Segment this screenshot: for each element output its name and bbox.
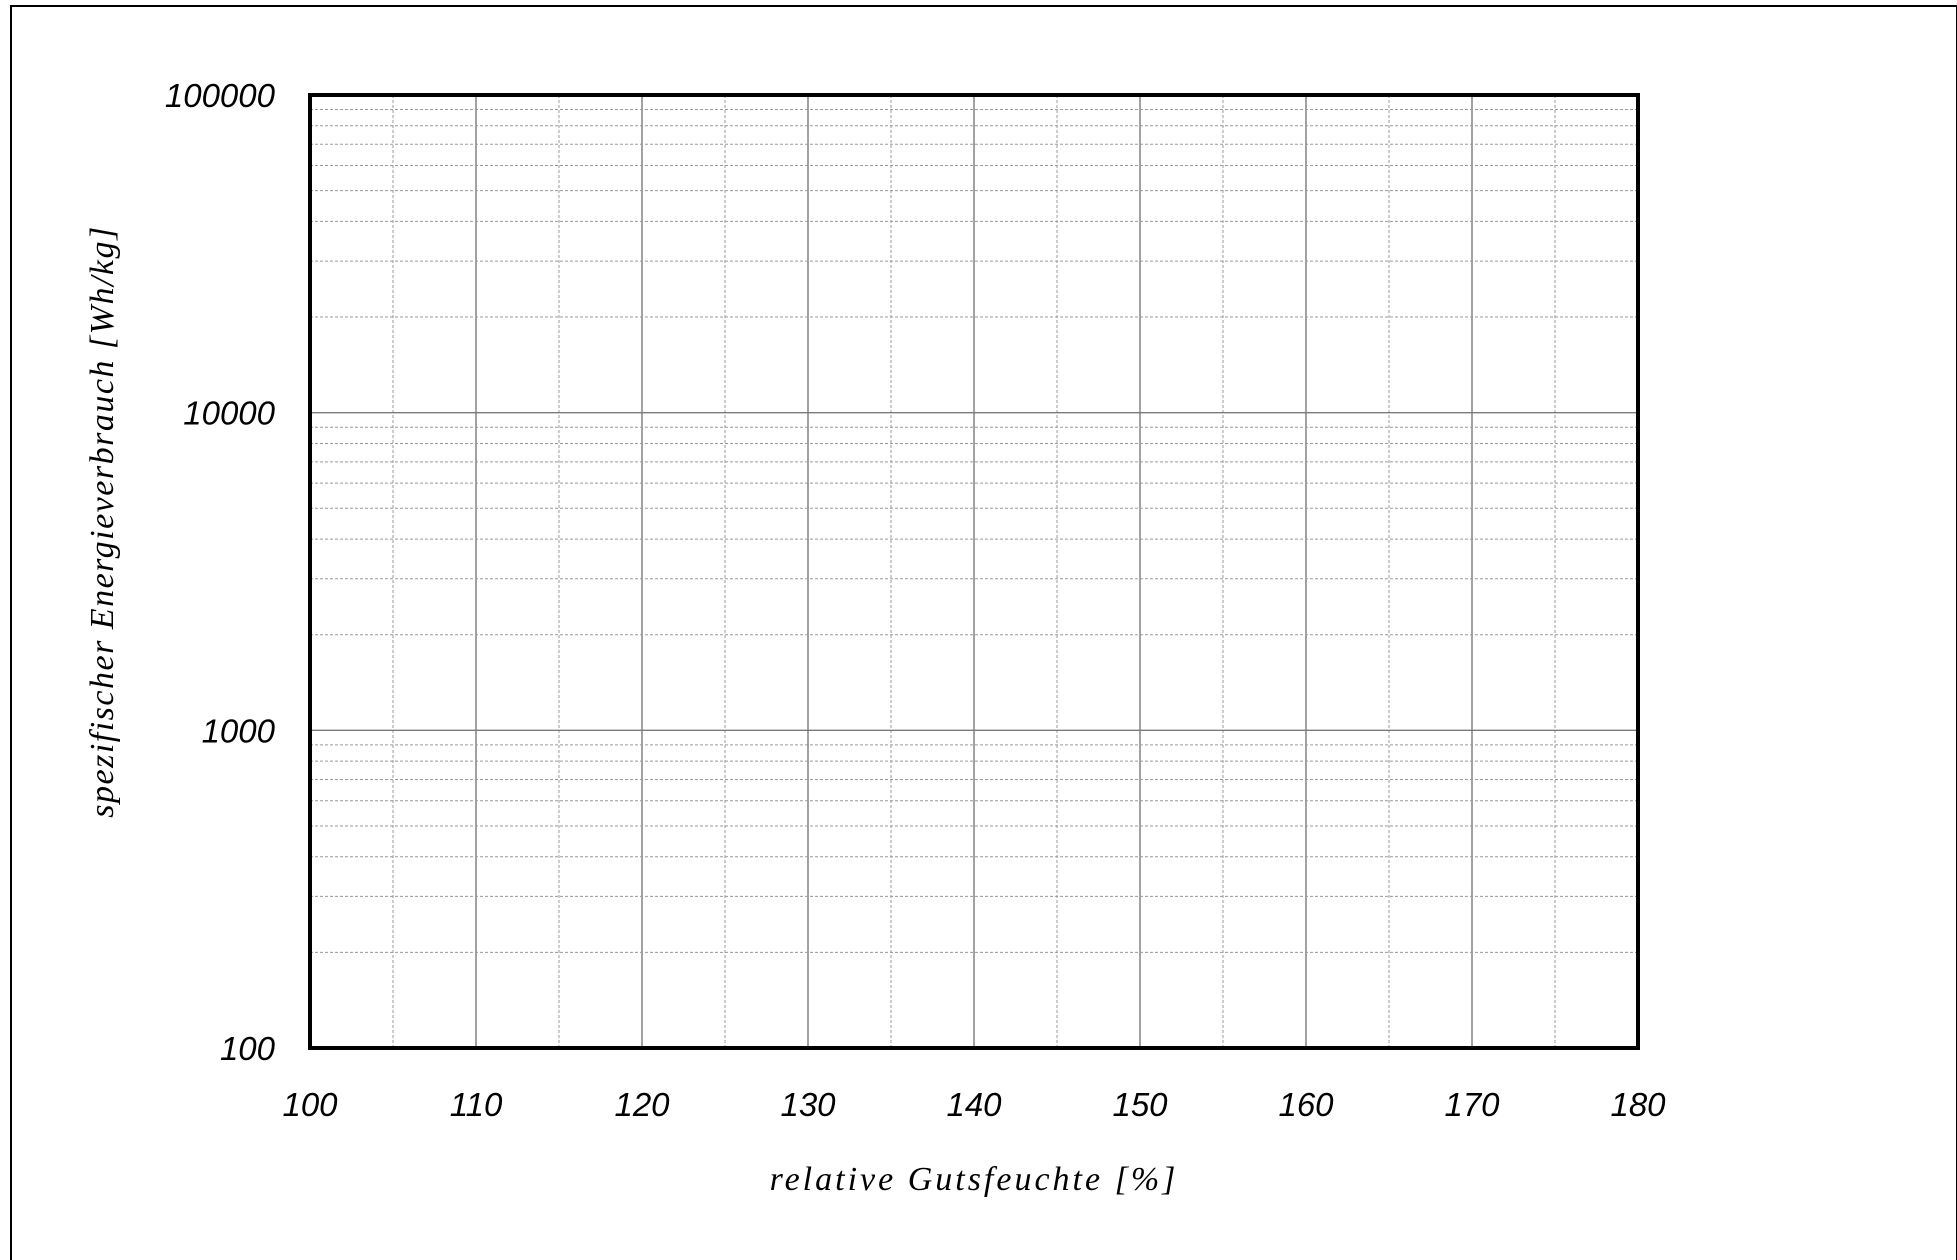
plot-area-border (308, 93, 1640, 1050)
y-axis-ticks: 100 1000 10000 100000 (165, 77, 276, 1067)
y-tick-label: 10000 (183, 395, 275, 432)
x-axis-ticks: 100 110 120 130 140 150 160 170 180 (282, 1086, 1666, 1123)
x-tick-label: 120 (614, 1086, 670, 1123)
x-tick-label: 130 (780, 1086, 836, 1123)
y-tick-label: 1000 (202, 712, 276, 749)
x-tick-label: 150 (1112, 1086, 1168, 1123)
x-tick-label: 170 (1444, 1086, 1500, 1123)
outer-frame (10, 5, 1957, 1260)
y-tick-label: 100000 (165, 77, 276, 114)
y-tick-label: 100 (220, 1030, 276, 1067)
y-axis-title: spezifischer Energieverbrauch [Wh/kg] (84, 225, 121, 817)
x-tick-label: 160 (1278, 1086, 1334, 1123)
x-axis-title: relative Gutsfeuchte [%] (770, 1161, 1179, 1198)
grid (310, 95, 1638, 1048)
x-tick-label: 140 (946, 1086, 1002, 1123)
x-tick-label: 110 (450, 1086, 503, 1123)
x-tick-label: 180 (1610, 1086, 1666, 1123)
x-tick-label: 100 (282, 1086, 338, 1123)
